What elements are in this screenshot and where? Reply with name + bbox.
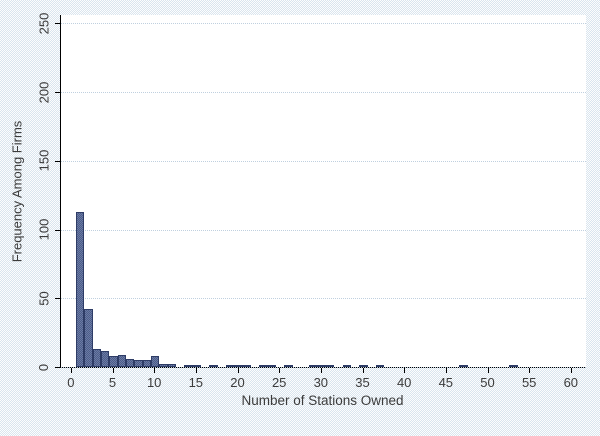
x-tick: [445, 368, 447, 373]
histogram-bar: [459, 365, 468, 367]
histogram-bar: [184, 365, 193, 367]
x-tick: [570, 368, 572, 373]
plot-area: [60, 15, 586, 368]
histogram-bar: [126, 358, 135, 367]
gridline: [61, 229, 586, 231]
histogram-bar: [134, 360, 143, 367]
histogram-bar: [509, 365, 518, 367]
histogram-bar: [326, 365, 335, 367]
histogram-bar: [342, 365, 351, 367]
histogram-bar: [359, 365, 368, 367]
y-tick: [55, 160, 60, 162]
x-tick: [70, 368, 72, 373]
y-tick: [55, 367, 60, 368]
x-axis-title: Number of Stations Owned: [241, 393, 404, 408]
gridline: [61, 298, 586, 300]
x-tick: [195, 368, 197, 373]
histogram-bar: [267, 365, 276, 367]
x-tick: [279, 368, 281, 373]
histogram-bar: [309, 365, 318, 367]
y-tick: [55, 229, 60, 231]
histogram-bar: [192, 365, 201, 367]
x-tick: [237, 368, 239, 373]
gridline: [61, 23, 586, 25]
histogram-bar: [159, 364, 168, 367]
x-tick: [487, 368, 489, 373]
histogram-bar: [226, 365, 235, 367]
x-tick: [529, 368, 531, 373]
histogram-bar: [117, 354, 126, 367]
x-tick: [320, 368, 322, 373]
x-tick: [362, 368, 364, 373]
histogram-bar: [109, 356, 118, 367]
histogram-bar: [284, 365, 293, 367]
histogram-bar: [259, 365, 268, 367]
gridline: [61, 367, 586, 368]
x-tick: [112, 368, 114, 373]
histogram-bar: [151, 356, 160, 367]
histogram-bar: [84, 309, 93, 367]
gridline: [61, 160, 586, 162]
histogram-bar: [209, 365, 218, 367]
y-axis: Frequency Among Firms 0 50 100 150 200 250: [0, 12, 60, 371]
y-tick: [55, 23, 60, 25]
x-axis: 0 5 10 15 20 25 30 35 40 45 50 55 60: [60, 368, 585, 408]
y-tick: [55, 92, 60, 93]
histogram-bar: [376, 365, 385, 367]
x-tick: [154, 368, 156, 373]
histogram-bar: [76, 211, 85, 367]
y-tick: [55, 298, 60, 300]
histogram-bar: [167, 364, 176, 367]
histogram-bar: [242, 365, 251, 367]
x-tick: [404, 368, 406, 373]
gridline: [61, 92, 586, 93]
histogram-bar: [142, 360, 151, 367]
histogram-bar: [234, 365, 243, 367]
histogram-bar: [101, 350, 110, 367]
histogram-bar: [317, 365, 326, 367]
histogram-bar: [92, 349, 101, 367]
